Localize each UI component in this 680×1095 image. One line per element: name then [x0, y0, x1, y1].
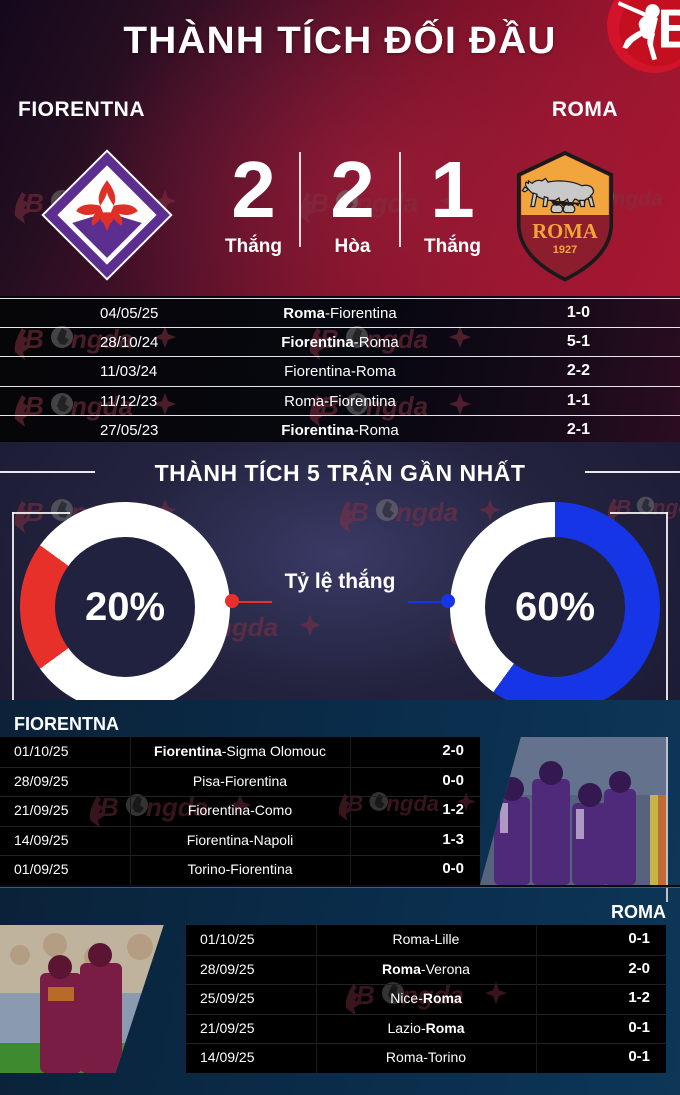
svg-text:B: B: [350, 497, 369, 527]
svg-text:B: B: [616, 496, 631, 519]
svg-text:B: B: [657, 0, 680, 59]
svg-text:ngda: ngda: [396, 497, 458, 527]
